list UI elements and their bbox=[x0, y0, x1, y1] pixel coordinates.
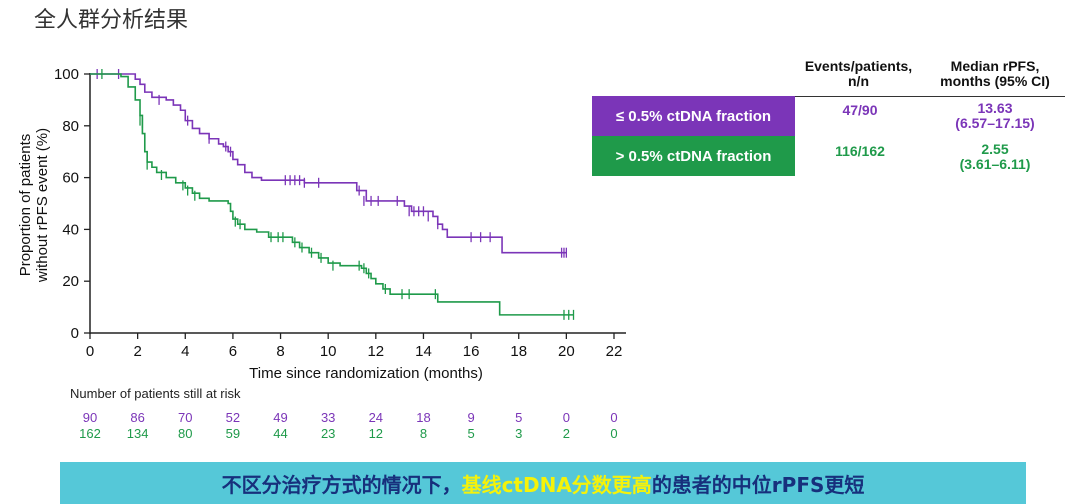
col-header-median-text: Median rPFS, months (95% CI) bbox=[940, 58, 1050, 89]
at-risk-high: 3 bbox=[515, 426, 522, 441]
y-tick-label: 40 bbox=[62, 221, 79, 238]
at-risk-high: 0 bbox=[610, 426, 617, 441]
median-high: 2.55 (3.61–6.11) bbox=[925, 142, 1065, 172]
x-tick-label: 18 bbox=[510, 343, 527, 360]
banner-part1: 不区分治疗方式的情况下， bbox=[221, 472, 462, 497]
series-line bbox=[90, 73, 574, 316]
col-header-events: Events/patients, n/n bbox=[792, 59, 925, 89]
at-risk-low: 49 bbox=[273, 410, 287, 425]
at-risk-high: 2 bbox=[563, 426, 570, 441]
y-tick-label: 20 bbox=[62, 273, 79, 290]
at-risk-high: 162 bbox=[79, 426, 101, 441]
x-axis-label: Time since randomization (months) bbox=[249, 365, 483, 382]
at-risk-high: 5 bbox=[467, 426, 474, 441]
x-tick-label: 14 bbox=[415, 343, 432, 360]
conclusion-banner: 不区分治疗方式的情况下， 基线ctDNA分数更高 的患者的中位rPFS更短 bbox=[60, 462, 1026, 504]
at-risk-low: 0 bbox=[610, 410, 617, 425]
group-high-text: > 0.5% ctDNA fraction bbox=[615, 147, 772, 165]
at-risk-low: 5 bbox=[515, 410, 522, 425]
at-risk-high: 134 bbox=[127, 426, 149, 441]
median-low-ci: (6.57–17.15) bbox=[955, 115, 1035, 131]
x-tick-label: 12 bbox=[367, 343, 384, 360]
at-risk-high: 59 bbox=[226, 426, 240, 441]
y-tick-label: 0 bbox=[71, 325, 79, 342]
y-tick-label: 60 bbox=[62, 170, 79, 187]
y-axis-label-line: Proportion of patients bbox=[17, 134, 34, 277]
header-rule bbox=[795, 96, 1065, 97]
at-risk-high: 23 bbox=[321, 426, 335, 441]
banner-highlight: 基线ctDNA分数更高 bbox=[461, 472, 652, 497]
at-risk-low: 52 bbox=[226, 410, 240, 425]
group-low-label: ≤ 0.5% ctDNA fraction bbox=[592, 96, 795, 136]
x-tick-label: 20 bbox=[558, 343, 575, 360]
events-low-text: 47/90 bbox=[842, 102, 878, 118]
at-risk-high: 8 bbox=[420, 426, 427, 441]
y-axis-label: Proportion of patientswithout rPFS event… bbox=[17, 128, 51, 283]
col-header-median: Median rPFS, months (95% CI) bbox=[925, 59, 1065, 89]
group-low-text: ≤ 0.5% ctDNA fraction bbox=[615, 107, 772, 125]
chart-axes: 0 2 4 6 8 10 12 14 16 18 20 22020406080100901628613… bbox=[54, 66, 626, 441]
group-high-label: > 0.5% ctDNA fraction bbox=[592, 136, 795, 176]
chart-series bbox=[90, 69, 575, 320]
col-header-events-text: Events/patients, n/n bbox=[804, 58, 913, 89]
at-risk-high: 12 bbox=[369, 426, 383, 441]
at-risk-low: 24 bbox=[369, 410, 383, 425]
slide-title: 全人群分析结果 bbox=[34, 8, 189, 33]
at-risk-low: 33 bbox=[321, 410, 335, 425]
x-tick-label: 16 bbox=[463, 343, 480, 360]
at-risk-label: Number of patients still at risk bbox=[70, 386, 241, 401]
banner-part3: 的患者的中位rPFS更短 bbox=[651, 472, 865, 497]
at-risk-low: 18 bbox=[416, 410, 430, 425]
series-low bbox=[90, 69, 568, 258]
events-low: 47/90 bbox=[795, 103, 925, 118]
at-risk-low: 86 bbox=[130, 410, 144, 425]
at-risk-low: 0 bbox=[563, 410, 570, 425]
x-tick-label: 6 bbox=[229, 343, 237, 360]
at-risk-low: 9 bbox=[467, 410, 474, 425]
at-risk-table: 9016286134708052594944332324121889553020… bbox=[79, 410, 617, 441]
series-high bbox=[90, 69, 575, 320]
y-tick-label: 80 bbox=[62, 118, 79, 135]
series-line bbox=[90, 73, 567, 254]
median-high-value: 2.55 bbox=[981, 141, 1009, 157]
y-tick-label: 100 bbox=[54, 66, 79, 83]
at-risk-high: 44 bbox=[273, 426, 287, 441]
median-high-ci: (3.61–6.11) bbox=[959, 156, 1031, 172]
at-risk-high: 80 bbox=[178, 426, 192, 441]
x-tick-label: 22 bbox=[606, 343, 623, 360]
x-tick-label: 10 bbox=[320, 343, 337, 360]
x-tick-label: 2 bbox=[133, 343, 141, 360]
median-low-value: 13.63 bbox=[977, 100, 1013, 116]
x-tick-label: 0 bbox=[86, 343, 94, 360]
median-low: 13.63 (6.57–17.15) bbox=[925, 101, 1065, 131]
x-tick-label: 4 bbox=[181, 343, 189, 360]
events-high: 116/162 bbox=[795, 144, 925, 159]
at-risk-low: 70 bbox=[178, 410, 192, 425]
y-axis-label-line: without rPFS event (%) bbox=[34, 128, 51, 283]
at-risk-low: 90 bbox=[83, 410, 97, 425]
x-tick-label: 8 bbox=[276, 343, 284, 360]
results-table: Events/patients, n/n Median rPFS, months (… bbox=[592, 58, 1067, 183]
events-high-text: 116/162 bbox=[835, 143, 885, 159]
